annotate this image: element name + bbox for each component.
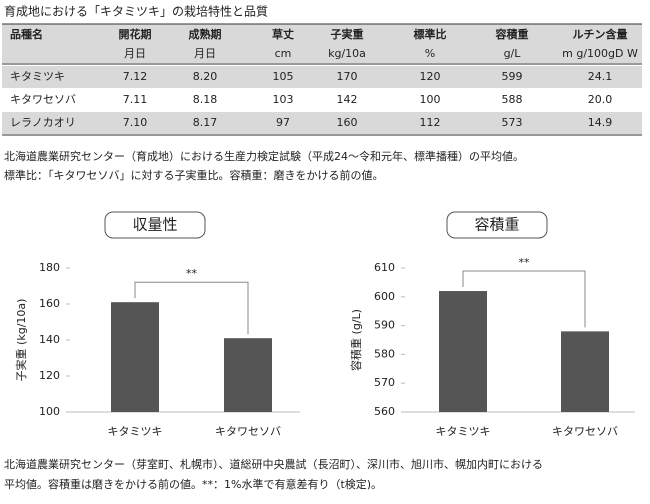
table-cell: 160 bbox=[337, 116, 358, 129]
y-tick-label: 160 bbox=[39, 297, 60, 310]
table-unit: 月日 bbox=[124, 47, 146, 60]
y-tick-label: 590 bbox=[374, 319, 395, 332]
y-tick-label: 120 bbox=[39, 369, 60, 382]
table-unit: 月日 bbox=[194, 47, 216, 60]
table-cell: 8.18 bbox=[193, 93, 218, 106]
table-unit: g/L bbox=[504, 47, 522, 60]
table-row-bg bbox=[2, 66, 642, 88]
x-tick-label: キタミツキ bbox=[436, 425, 491, 438]
y-axis-label: 子実重 (kg/10a) bbox=[14, 299, 28, 382]
bar bbox=[439, 291, 487, 412]
y-tick-label: 610 bbox=[374, 261, 395, 274]
table-header: 成熟期 bbox=[189, 27, 222, 41]
y-tick-label: 560 bbox=[374, 405, 395, 418]
table-header: 開花期 bbox=[119, 27, 152, 41]
x-tick-label: キタワセソバ bbox=[552, 425, 618, 438]
table-header-bg bbox=[2, 24, 642, 63]
table-cell: 97 bbox=[276, 116, 290, 129]
table-cell: 20.0 bbox=[588, 93, 613, 106]
significance-label: ** bbox=[519, 256, 531, 269]
table-cell: 105 bbox=[273, 70, 294, 83]
table-header: 品種名 bbox=[10, 27, 43, 41]
x-tick-label: キタワセソバ bbox=[215, 425, 281, 438]
table-unit: m g/100gD W bbox=[562, 47, 638, 60]
footnote: 平均値。容積重は磨きをかける前の値。**：1%水準で有意差有り（t検定)。 bbox=[4, 477, 382, 491]
bar bbox=[561, 331, 609, 412]
y-tick-label: 570 bbox=[374, 376, 395, 389]
table-cell: 7.12 bbox=[123, 70, 148, 83]
significance-label: ** bbox=[186, 267, 198, 280]
table-cell: レラノカオリ bbox=[10, 116, 76, 129]
footnote: 北海道農業研究センター（芽室町、札幌市）、道総研中央農試（長沼町）、深川市、旭川… bbox=[4, 457, 543, 471]
table-cell: キタワセソバ bbox=[10, 93, 76, 106]
table-cell: 8.20 bbox=[193, 70, 218, 83]
table-unit: kg/10a bbox=[328, 47, 366, 60]
table-cell: 112 bbox=[420, 116, 441, 129]
table-header: 子実重 bbox=[331, 27, 364, 41]
chart-title: 収量性 bbox=[132, 216, 177, 234]
y-tick-label: 180 bbox=[39, 261, 60, 274]
table-cell: 24.1 bbox=[588, 70, 613, 83]
y-tick-label: 140 bbox=[39, 333, 60, 346]
note: 標準比：「キタワセソバ」に対する子実重比。容積重：磨きをかける前の値。 bbox=[4, 168, 384, 182]
table-unit: % bbox=[425, 47, 435, 60]
table-cell: 14.9 bbox=[588, 116, 613, 129]
significance-bracket bbox=[462, 270, 586, 328]
table-cell: 100 bbox=[420, 93, 441, 106]
y-tick-label: 580 bbox=[374, 347, 395, 360]
table-header: 標準比 bbox=[414, 27, 447, 41]
table-cell: キタミツキ bbox=[10, 70, 65, 83]
table-cell: 588 bbox=[502, 93, 523, 106]
table-cell: 7.10 bbox=[123, 116, 148, 129]
table-cell: 7.11 bbox=[123, 93, 148, 106]
y-axis-label: 容積重 (g/L) bbox=[349, 309, 363, 371]
y-tick-label: 100 bbox=[39, 405, 60, 418]
note: 北海道農業研究センター（育成地）における生産力検定試験（平成24～令和元年、標準… bbox=[4, 149, 524, 163]
bar bbox=[224, 338, 272, 412]
table-row-bg bbox=[2, 112, 642, 134]
y-tick-label: 600 bbox=[374, 290, 395, 303]
table-cell: 573 bbox=[502, 116, 523, 129]
x-tick-label: キタミツキ bbox=[108, 425, 163, 438]
title: 育成地における「キタミツキ」の栽培特性と品質 bbox=[4, 4, 268, 19]
bar bbox=[111, 302, 159, 412]
table-header: 草丈 bbox=[272, 27, 294, 41]
table-header: ルチン含量 bbox=[573, 27, 628, 41]
table-header: 容積重 bbox=[495, 27, 529, 41]
table-cell: 170 bbox=[337, 70, 358, 83]
chart-title: 容積重 bbox=[474, 216, 519, 234]
significance-bracket bbox=[134, 281, 249, 335]
table-cell: 103 bbox=[273, 93, 294, 106]
table-cell: 120 bbox=[420, 70, 441, 83]
chart-title-box bbox=[104, 211, 206, 239]
table-cell: 142 bbox=[337, 93, 358, 106]
table-unit: cm bbox=[275, 47, 292, 60]
table-cell: 8.17 bbox=[193, 116, 218, 129]
chart-title-box bbox=[446, 211, 548, 239]
table-cell: 599 bbox=[502, 70, 523, 83]
